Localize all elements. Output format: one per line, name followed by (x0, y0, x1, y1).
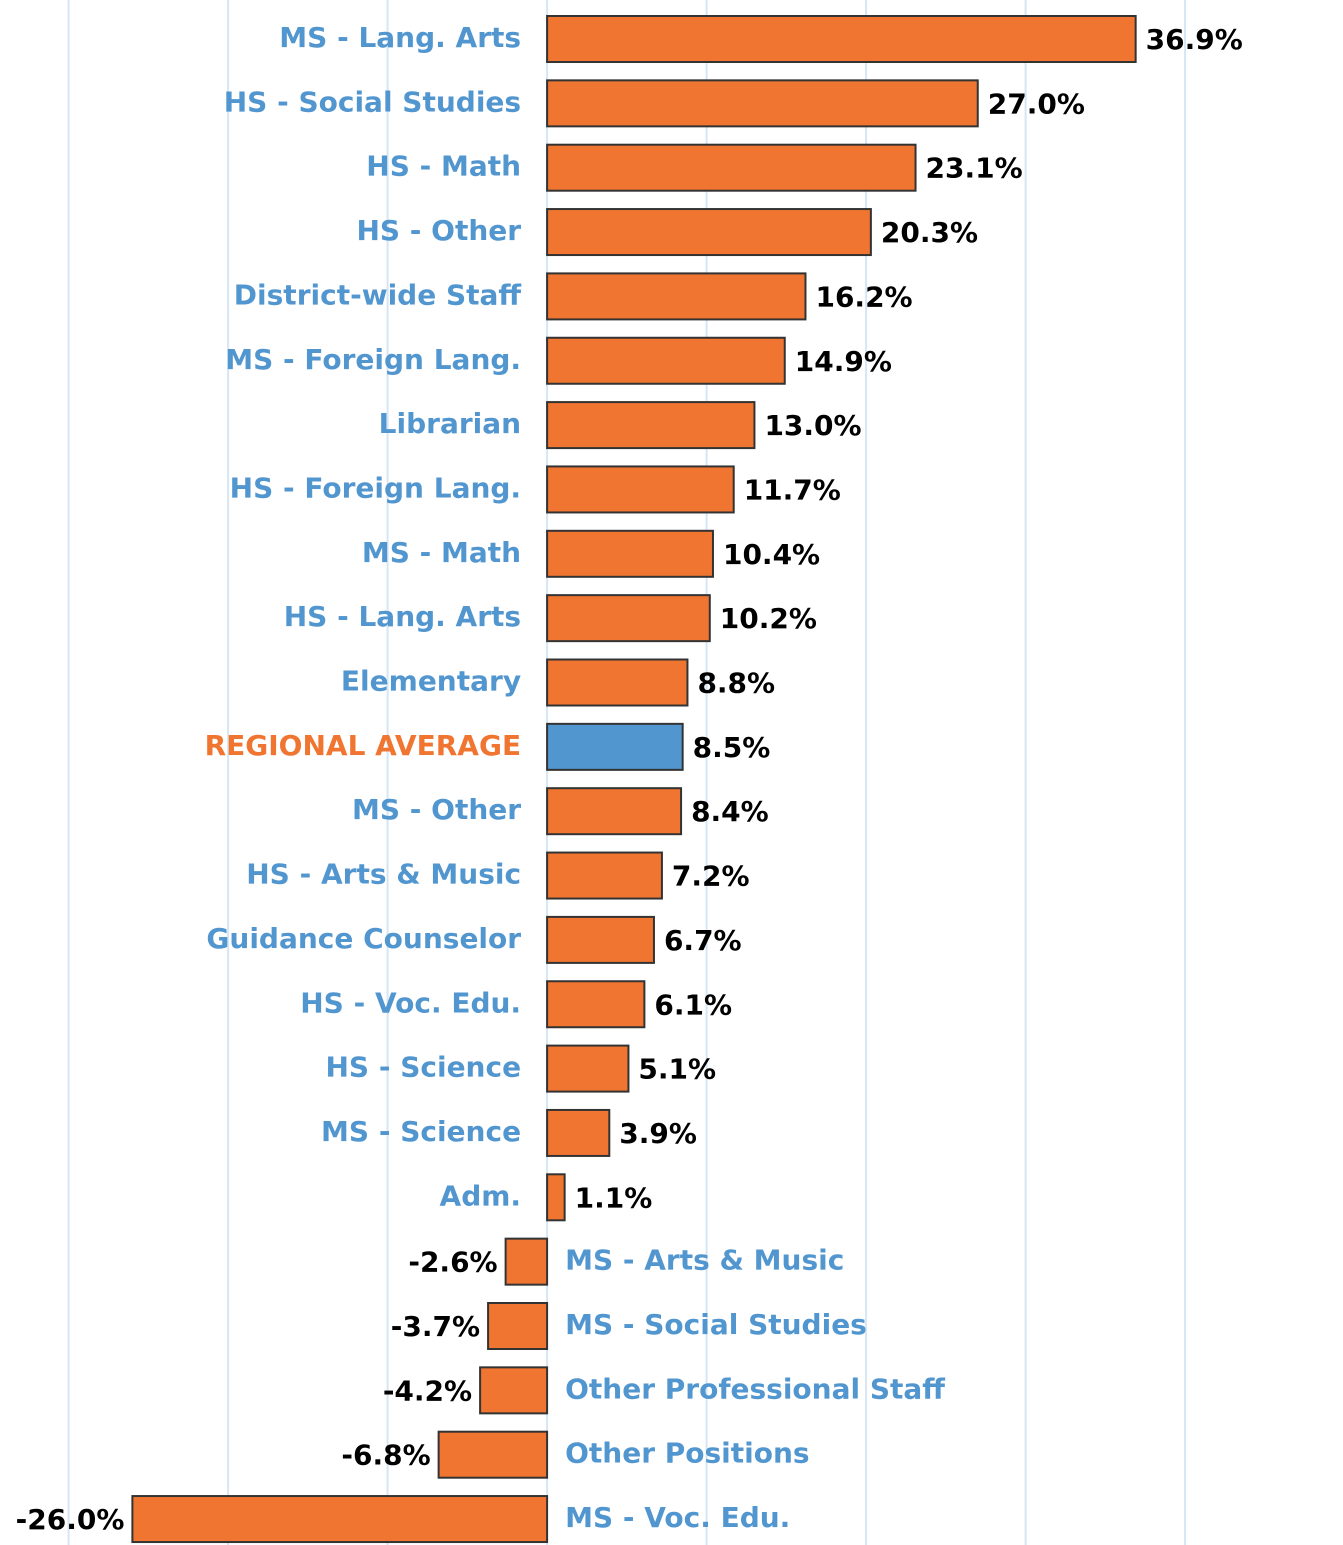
bar (479, 1366, 549, 1415)
bar (487, 1302, 549, 1350)
value-label: -3.7% (391, 1310, 480, 1343)
category-label: MS - Lang. Arts (279, 21, 521, 54)
category-label: HS - Social Studies (224, 85, 521, 118)
value-label: 10.2% (720, 602, 817, 635)
value-label: 5.1% (638, 1053, 716, 1086)
category-label: MS - Math (362, 536, 521, 569)
value-label: 16.2% (815, 280, 912, 313)
value-label: 8.5% (693, 731, 771, 764)
value-label: 36.9% (1146, 23, 1243, 56)
category-label: District-wide Staff (234, 278, 522, 311)
value-label: -26.0% (16, 1503, 125, 1536)
value-label: 10.4% (723, 538, 820, 571)
value-label: 7.2% (672, 860, 750, 893)
bar (546, 787, 683, 836)
category-label: HS - Math (366, 150, 521, 183)
category-label: MS - Arts & Music (565, 1244, 844, 1277)
category-label: MS - Voc. Edu. (565, 1501, 790, 1534)
category-label: Librarian (379, 407, 521, 440)
bar (131, 1495, 549, 1544)
value-label: 6.7% (664, 924, 742, 957)
bar (546, 336, 786, 385)
bar (546, 980, 646, 1029)
bar (546, 143, 917, 192)
category-label: HS - Arts & Music (246, 858, 521, 891)
category-label: Other Positions (565, 1437, 810, 1470)
value-label: 6.1% (654, 988, 732, 1021)
value-label: 8.4% (691, 795, 769, 828)
category-label: HS - Other (356, 214, 521, 247)
category-label: Guidance Counselor (206, 922, 521, 955)
value-label: -4.2% (383, 1374, 472, 1407)
category-label: MS - Other (352, 793, 521, 826)
category-label: HS - Science (325, 1051, 521, 1084)
category-label: MS - Foreign Lang. (225, 343, 521, 376)
bar (546, 1044, 630, 1093)
bar (546, 208, 872, 257)
bar (546, 529, 714, 578)
bar (504, 1237, 549, 1286)
bar (546, 594, 711, 643)
value-label: 3.9% (619, 1117, 697, 1150)
bar (546, 851, 663, 900)
value-label: 8.8% (697, 667, 775, 700)
category-label: HS - Foreign Lang. (230, 471, 521, 504)
bar (546, 1108, 611, 1157)
value-label: 27.0% (988, 87, 1085, 120)
value-label: 1.1% (575, 1181, 653, 1214)
bar (546, 722, 684, 771)
bar (546, 401, 756, 450)
category-label: HS - Lang. Arts (284, 600, 521, 633)
category-label: MS - Social Studies (565, 1308, 867, 1341)
category-label: MS - Science (321, 1115, 521, 1148)
bar (546, 272, 807, 321)
bar (546, 465, 735, 514)
value-label: 11.7% (744, 473, 841, 506)
bar (546, 15, 1137, 63)
category-label: Elementary (341, 665, 521, 698)
category-label: HS - Voc. Edu. (300, 986, 521, 1019)
category-label: REGIONAL AVERAGE (205, 729, 522, 762)
category-label: Other Professional Staff (565, 1372, 945, 1405)
value-label: 13.0% (764, 409, 861, 442)
bar (546, 658, 689, 707)
value-label: -6.8% (341, 1439, 430, 1472)
bar (546, 1173, 566, 1222)
bar (546, 915, 655, 964)
value-label: -2.6% (408, 1246, 497, 1279)
category-label: Adm. (440, 1179, 522, 1212)
value-label: 20.3% (881, 216, 978, 249)
value-label: 23.1% (926, 152, 1023, 185)
bar (546, 79, 979, 128)
bar (437, 1430, 549, 1479)
value-label: 14.9% (795, 345, 892, 378)
